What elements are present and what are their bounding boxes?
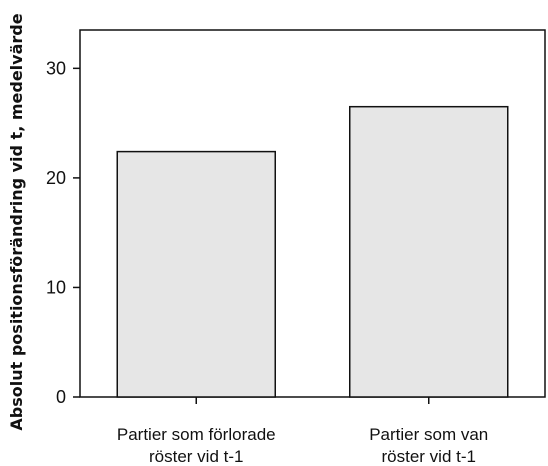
y-tick-label: 30 (46, 58, 66, 78)
y-axis: 0 10 20 30 (46, 58, 80, 407)
y-tick-label: 20 (46, 168, 66, 188)
x-tick-label: röster vid t-1 (382, 447, 476, 466)
bars (116, 105, 509, 398)
y-axis-label: Absolut positionsförändring vid t, medel… (7, 13, 26, 430)
bar (349, 105, 509, 398)
y-tick-label: 0 (56, 387, 66, 407)
plot-frame (79, 29, 546, 398)
x-tick-label: röster vid t-1 (149, 447, 243, 466)
x-tick-label: Partier som förlorade (117, 425, 276, 444)
x-axis: Partier som förlorade röster vid t-1 Parti… (117, 397, 488, 466)
y-tick-label: 10 (46, 277, 66, 297)
x-tick-label: Partier som van (369, 425, 488, 444)
bar (116, 150, 276, 398)
